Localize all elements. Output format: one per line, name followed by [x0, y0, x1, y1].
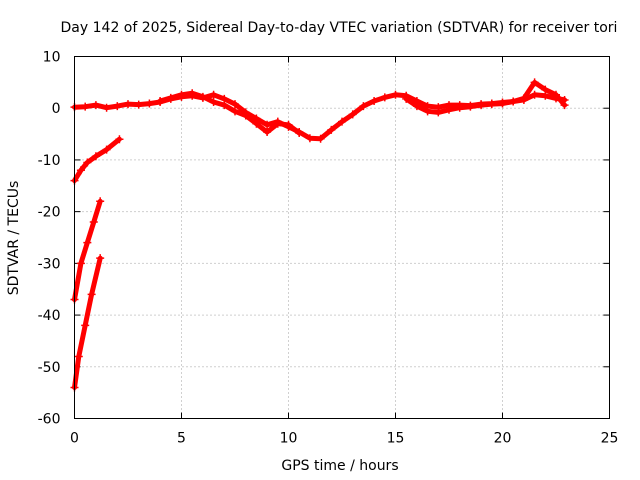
data-point [338, 117, 346, 126]
data-point [124, 100, 132, 109]
data-point [348, 110, 357, 119]
data-point [74, 352, 83, 361]
x-tick-label: 20 [494, 431, 512, 447]
data-point [177, 90, 186, 99]
data-point [102, 145, 111, 154]
series-tertiary [402, 78, 569, 117]
y-tick-label: -30 [38, 256, 61, 272]
data-point [316, 134, 325, 143]
data-point [530, 78, 539, 87]
data-point [241, 111, 250, 120]
data-point [198, 92, 207, 101]
x-axis-label: GPS time / hours [281, 458, 398, 474]
data-point [295, 129, 304, 138]
data-point [284, 120, 293, 129]
data-point [327, 125, 336, 134]
data-point [96, 197, 105, 206]
y-tick-label: -60 [38, 412, 61, 428]
data-point [560, 101, 569, 110]
data-point [81, 321, 90, 330]
data-point [188, 89, 197, 98]
x-tick-label: 10 [280, 431, 298, 447]
series-line [403, 79, 568, 115]
y-tick-label: 0 [52, 101, 61, 117]
y-tick-label: -10 [38, 153, 61, 169]
data-point [76, 166, 85, 175]
data-point [402, 94, 411, 103]
data-point [209, 90, 218, 99]
chart-title: Day 142 of 2025, Sidereal Day-to-day VTE… [61, 20, 618, 36]
data-point [96, 254, 105, 263]
data-point [541, 85, 550, 94]
axis-ticks: 0 5 10 15 20 25 10 0 -10 -20 -30 -40 -50 -60 [38, 50, 619, 447]
data-point [76, 259, 85, 268]
data-point [87, 290, 96, 299]
data-series [70, 78, 569, 392]
data-point [305, 134, 314, 143]
series-trace-steep-a [70, 197, 105, 304]
series-trace-steep-b [70, 254, 105, 392]
data-point [166, 93, 175, 102]
series-line [72, 136, 122, 184]
data-point [359, 102, 368, 111]
x-tick-label: 15 [387, 431, 405, 447]
data-point [91, 101, 100, 110]
data-point [81, 102, 90, 111]
data-point [466, 102, 475, 111]
data-point [423, 107, 432, 116]
data-point [552, 90, 560, 99]
data-point [156, 96, 165, 105]
data-point [134, 100, 143, 109]
data-point [487, 100, 496, 109]
data-point [412, 102, 421, 111]
x-tick-label: 25 [601, 431, 619, 447]
y-tick-label: -20 [38, 205, 61, 221]
data-point [113, 102, 122, 111]
data-point [434, 108, 443, 117]
data-point [231, 100, 239, 109]
data-point [231, 107, 239, 116]
data-point [220, 101, 229, 110]
data-point [83, 158, 92, 167]
data-point [455, 103, 464, 112]
x-tick-label: 5 [177, 431, 186, 447]
data-point [263, 128, 272, 137]
data-point [89, 217, 98, 226]
data-point [509, 97, 518, 106]
y-tick-label: -40 [38, 308, 61, 324]
data-point [530, 90, 539, 99]
data-point [391, 90, 400, 99]
plot-frame [74, 56, 610, 419]
data-point [102, 103, 111, 112]
data-point [263, 120, 272, 129]
y-tick-label: 10 [43, 50, 61, 66]
data-point [145, 99, 154, 108]
x-tick-label: 0 [70, 431, 79, 447]
data-point [380, 93, 389, 102]
data-point [115, 135, 124, 144]
data-point [209, 98, 218, 107]
data-point [519, 94, 528, 103]
data-point [83, 238, 92, 247]
data-point [477, 101, 486, 110]
y-tick-label: -50 [38, 360, 61, 376]
series-trace-early [70, 135, 124, 185]
y-axis-label: SDTVAR / TECUs [6, 181, 22, 296]
data-point [252, 119, 261, 128]
data-point [91, 152, 100, 161]
series-main [70, 90, 569, 143]
data-point [370, 96, 379, 105]
data-point [273, 119, 282, 128]
data-point [498, 99, 507, 108]
data-point [445, 105, 453, 114]
series-secondary [156, 89, 304, 138]
grid-lines [74, 56, 610, 419]
